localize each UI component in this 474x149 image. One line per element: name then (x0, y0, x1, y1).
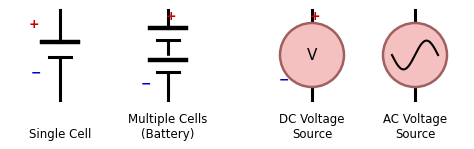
Text: Multiple Cells
(Battery): Multiple Cells (Battery) (128, 113, 208, 141)
Text: −: − (31, 66, 41, 80)
Text: +: + (310, 10, 320, 24)
Text: −: − (279, 73, 289, 87)
Ellipse shape (383, 23, 447, 87)
Text: +: + (29, 17, 39, 31)
Text: AC Voltage
Source: AC Voltage Source (383, 113, 447, 141)
Text: −: − (141, 77, 151, 90)
Text: V: V (307, 48, 317, 62)
Ellipse shape (280, 23, 344, 87)
Text: DC Voltage
Source: DC Voltage Source (279, 113, 345, 141)
Text: +: + (166, 10, 176, 22)
Text: Single Cell: Single Cell (29, 128, 91, 141)
